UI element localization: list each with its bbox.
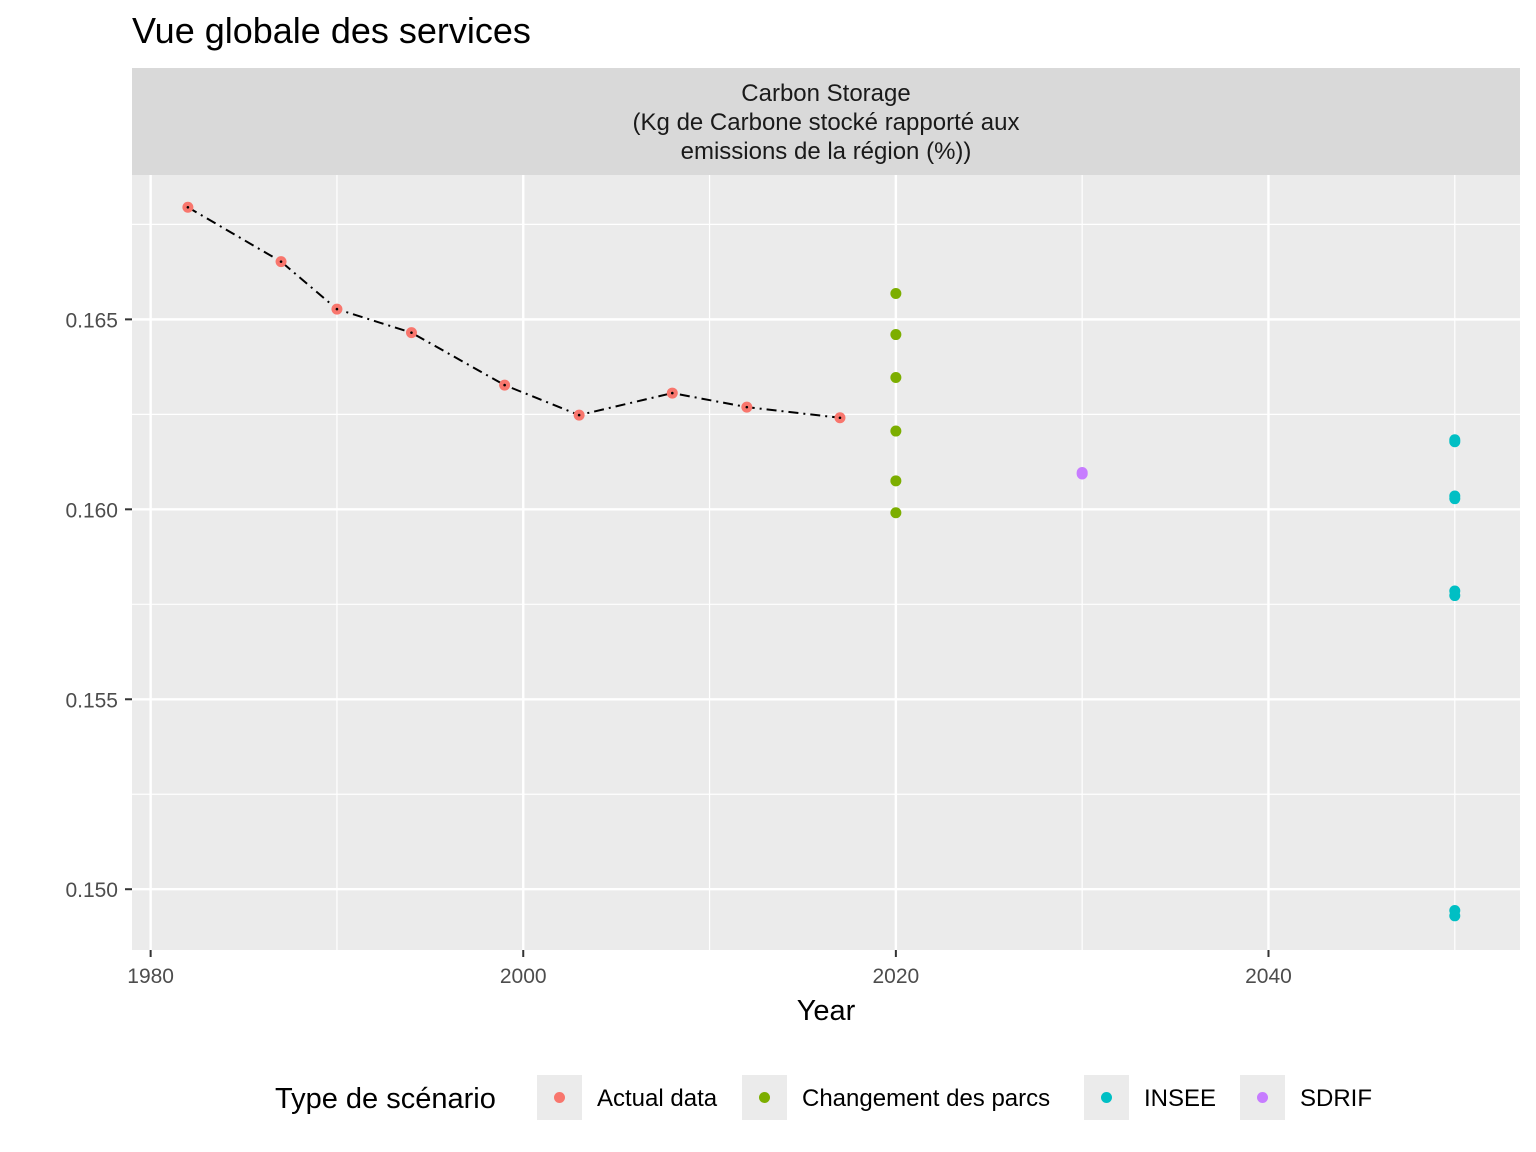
line-vertex (670, 391, 674, 395)
legend-key-marker (1101, 1092, 1112, 1103)
legend-entry-label: Actual data (597, 1085, 718, 1112)
data-point (1449, 910, 1461, 922)
x-tick-label: 1980 (127, 965, 174, 988)
data-point (890, 475, 902, 487)
series-line (187, 206, 841, 419)
y-tick-label: 0.160 (65, 499, 118, 522)
data-point (1449, 590, 1461, 602)
facet-label-line-3: emissions de la région (%)) (680, 138, 972, 165)
x-axis-label: Year (797, 995, 856, 1027)
y-tick-label: 0.150 (65, 879, 118, 902)
data-point (1449, 436, 1461, 448)
line-vertex (186, 205, 190, 209)
line-vertex (838, 416, 842, 420)
data-point (1449, 493, 1461, 505)
x-tick-label: 2020 (873, 965, 920, 988)
line-vertex (279, 260, 283, 263)
line-vertex (335, 307, 339, 311)
y-tick-label: 0.165 (65, 309, 118, 332)
data-point (890, 288, 902, 300)
panel-background (132, 175, 1520, 950)
legend-entry-label: INSEE (1144, 1085, 1216, 1112)
data-point (890, 371, 902, 383)
data-point (1076, 468, 1088, 480)
x-tick-label: 2000 (500, 965, 547, 988)
legend-entry-label: Changement des parcs (802, 1085, 1050, 1112)
legend-key-marker (1257, 1092, 1268, 1103)
facet-label-line-2: (Kg de Carbone stocké rapporté aux (632, 109, 1020, 136)
chart-title: Vue globale des services (132, 10, 531, 51)
legend-key-marker (759, 1092, 770, 1103)
data-point (890, 507, 902, 519)
y-tick-label: 0.155 (65, 689, 118, 712)
line-vertex (410, 331, 413, 334)
legend-key-marker (554, 1092, 565, 1103)
facet-strip: Carbon Storage (Kg de Carbone stocké rap… (132, 68, 1520, 175)
line-vertex (503, 383, 506, 387)
legend-title: Type de scénario (275, 1083, 496, 1115)
x-tick-label: 2040 (1245, 965, 1292, 988)
legend-entry-label: SDRIF (1300, 1085, 1372, 1112)
line-vertex (577, 413, 581, 417)
facet-label-line-1: Carbon Storage (741, 80, 911, 107)
data-point (890, 329, 902, 341)
line-vertex (745, 405, 749, 409)
data-point (890, 425, 902, 437)
